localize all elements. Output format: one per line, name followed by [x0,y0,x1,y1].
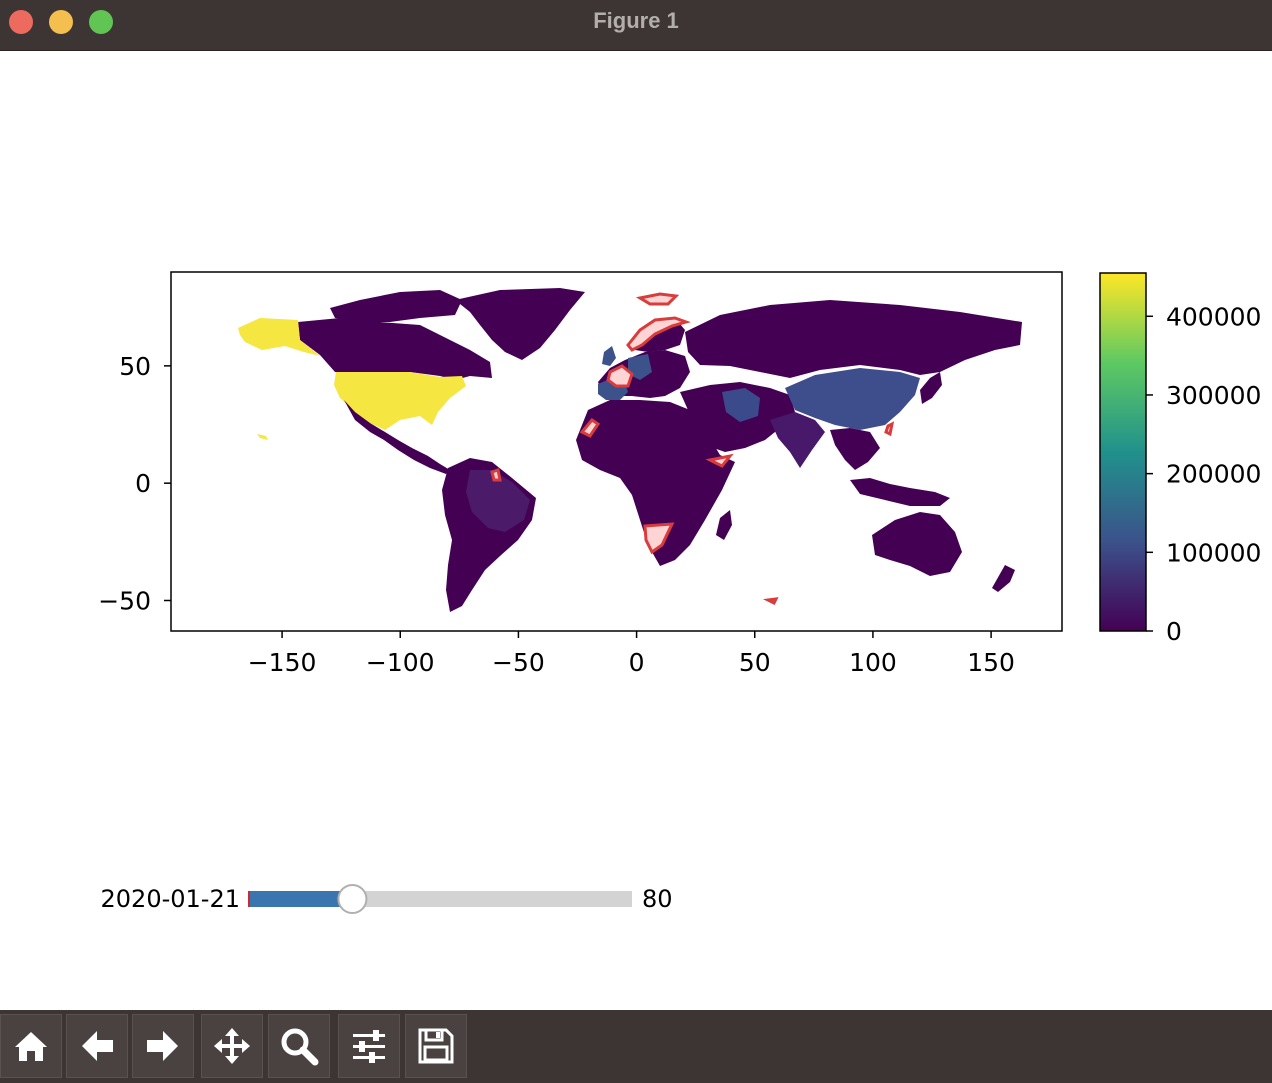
map-region-indonesia [850,478,950,506]
world-map [238,288,1022,612]
navigation-toolbar [0,1010,1272,1083]
highlight-somalia [705,453,734,468]
highlight-svalbard [635,292,680,306]
highlight-western-sahara [579,418,601,438]
window-title: Figure 1 [593,8,679,33]
colorbar-tick-label: 100000 [1166,538,1261,567]
minimize-window-button[interactable] [49,10,73,34]
highlight-france [606,364,634,388]
map-region-china [785,368,920,430]
x-tick-label: 100 [849,648,897,677]
map-region-usa [334,372,466,430]
colorbar-tick-label: 200000 [1166,460,1261,489]
x-tick-label: 0 [629,648,645,677]
configure-subplots-button[interactable] [338,1014,400,1078]
map-region-central-europe [628,354,652,380]
map-region-brazil [466,470,530,532]
highlight-norway [626,316,691,352]
map-region-canada [298,318,492,380]
map-region-greenland [455,288,585,360]
x-tick-label: 150 [967,648,1015,677]
pan-button[interactable] [201,1014,263,1078]
map-region-uk [602,346,616,366]
save-icon [418,1028,454,1064]
map-region-africa [576,400,735,566]
back-button[interactable] [66,1014,128,1078]
colorbar-gradient [1099,272,1147,632]
slider-label: 2020-01-21 [101,885,240,913]
slider-handle[interactable] [337,884,368,914]
map-region-iran [722,388,760,422]
x-tick-label: −50 [492,648,545,677]
slider-fill [249,891,353,907]
home-button[interactable] [0,1014,62,1078]
colorbar-ticks: 400000 300000 200000 100000 0 [1146,302,1261,646]
map-region-india [770,412,825,468]
map-region-alaska [238,318,320,356]
highlighted-regions [490,292,895,606]
highlight-kerguelen [762,597,779,606]
slider-initial-marker [248,891,250,907]
map-region-japan [920,372,942,404]
highlight-namibia [643,522,675,555]
y-tick-label: 0 [135,469,151,498]
pan-icon [214,1028,250,1064]
map-region-arctic-islands [330,290,462,322]
y-tick-label: 50 [119,352,151,381]
window-titlebar: Figure 1 [0,0,1272,51]
back-icon [82,1031,113,1061]
map-region-australia [872,512,962,576]
date-slider[interactable]: 2020-01-21 80 [101,884,673,914]
map-region-southeast-asia [830,428,880,470]
configure-icon [353,1030,385,1063]
colorbar-tick-label: 0 [1166,617,1182,646]
map-region-madagascar [716,510,732,540]
close-window-button[interactable] [9,10,33,34]
y-tick-label: −50 [98,586,151,615]
x-tick-label: 50 [739,648,771,677]
x-tick-label: −100 [366,648,435,677]
figure-canvas: −150 −100 −50 0 50 100 150 50 0 −50 400000 300000… [0,51,1272,1009]
highlight-french-guiana [490,468,502,482]
zoom-button[interactable] [268,1014,330,1078]
x-axis-ticks: −150 −100 −50 0 50 100 150 [248,631,1015,677]
map-region-central-america [344,400,450,474]
map-axes-frame [170,271,1063,632]
save-button[interactable] [405,1014,467,1078]
slider-value: 80 [642,885,673,913]
map-region-new-zealand [992,565,1015,592]
map-region-russia [685,300,1022,378]
y-axis-ticks: 50 0 −50 [98,352,171,615]
highlight-taiwan [884,421,895,437]
map-region-hawaii [257,434,268,440]
colorbar-tick-label: 300000 [1166,381,1261,410]
forward-icon [147,1031,178,1061]
home-icon [15,1032,47,1061]
forward-button[interactable] [132,1014,194,1078]
maximize-window-button[interactable] [89,10,113,34]
map-axes: −150 −100 −50 0 50 100 150 50 0 −50 [98,271,1063,677]
zoom-icon [281,1028,319,1066]
colorbar: 400000 300000 200000 100000 0 [1099,272,1261,646]
x-tick-label: −150 [248,648,317,677]
figure-svg: −150 −100 −50 0 50 100 150 50 0 −50 400000 300000… [98,271,1261,914]
colorbar-tick-label: 400000 [1166,302,1261,331]
